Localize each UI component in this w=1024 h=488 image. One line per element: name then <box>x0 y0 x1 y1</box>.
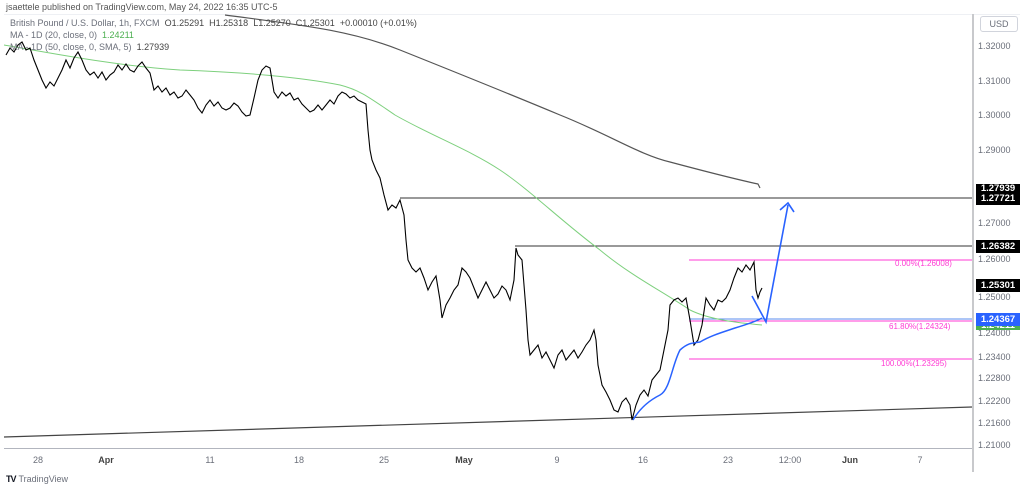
fib-label-618: 61.80%(1.24324) <box>889 322 951 331</box>
tradingview-logo[interactable]: TV TradingView <box>6 474 68 484</box>
price-axis-border <box>972 14 974 472</box>
tradingview-brand: TradingView <box>18 474 69 484</box>
time-tick: 9 <box>554 455 560 465</box>
ma50-line[interactable] <box>224 14 761 189</box>
time-tick: Jun <box>841 455 859 465</box>
time-tick: 18 <box>293 455 305 465</box>
fib-label-0: 0.00%(1.26008) <box>895 259 952 268</box>
time-tick: 16 <box>637 455 649 465</box>
price-tick: 1.29000 <box>978 145 1011 155</box>
price-candles[interactable] <box>5 41 763 421</box>
symbol-name[interactable]: British Pound / U.S. Dollar, 1h, FXCM <box>10 18 160 28</box>
price-tick: 1.25000 <box>978 292 1011 302</box>
level-price-tag-1-27721: 1.27721 <box>976 192 1020 205</box>
ma20-price-tag: 1.24211 <box>976 322 1020 330</box>
price-tick: 1.22200 <box>978 396 1011 406</box>
symbol-row: British Pound / U.S. Dollar, 1h, FXCM O1… <box>10 17 417 29</box>
ma20-line[interactable] <box>3 44 763 326</box>
price-tick: 1.26000 <box>978 254 1011 264</box>
ohlc-open: O1.25291 <box>164 18 205 28</box>
ma50-price-tag: 1.27939 <box>976 184 1020 194</box>
blue-curve[interactable] <box>632 317 763 421</box>
time-tick: 12:00 <box>778 455 802 465</box>
time-axis-border <box>4 448 972 449</box>
level-price-tag-1-26382: 1.26382 <box>976 240 1020 253</box>
projection-arrow-path[interactable] <box>751 204 789 325</box>
ma50-label: MA - 1D (50, close, 0, SMA, 5) <box>10 42 132 52</box>
chart-legend: British Pound / U.S. Dollar, 1h, FXCM O1… <box>10 17 417 53</box>
tradingview-mark-icon: TV <box>6 474 16 484</box>
currency-badge[interactable]: USD <box>980 16 1018 32</box>
ohlc-high: H1.25318 <box>209 18 249 28</box>
price-tick: 1.21000 <box>978 440 1011 450</box>
chart-pane[interactable] <box>4 14 1020 463</box>
arrow-head-icon <box>779 201 795 213</box>
blue-line-price-tag: 1.24367 <box>976 313 1020 326</box>
time-tick: 23 <box>722 455 734 465</box>
ohlc-low: L1.25270 <box>253 18 291 28</box>
ohlc-close: C1.25301 <box>295 18 335 28</box>
price-tick: 1.21600 <box>978 418 1011 428</box>
ma50-value: 1.27939 <box>136 42 170 52</box>
price-tick: 1.23400 <box>978 352 1011 362</box>
last-price-tag: 1.25301 <box>976 279 1020 292</box>
time-tick: 7 <box>917 455 923 465</box>
price-tick: 1.32000 <box>978 41 1011 51</box>
time-tick: May <box>455 455 473 465</box>
time-tick: 25 <box>378 455 390 465</box>
price-tick: 1.30000 <box>978 110 1011 120</box>
time-tick: 11 <box>205 455 215 465</box>
rising-trendline[interactable] <box>3 406 973 438</box>
price-tick: 1.31000 <box>978 76 1011 86</box>
price-tick: 1.22800 <box>978 373 1011 383</box>
ma20-label: MA - 1D (20, close, 0) <box>10 30 98 40</box>
ma20-row[interactable]: MA - 1D (20, close, 0) 1.24211 <box>10 29 417 41</box>
time-tick: Apr <box>98 455 114 465</box>
price-tick: 1.27000 <box>978 218 1011 228</box>
ma50-row[interactable]: MA - 1D (50, close, 0, SMA, 5) 1.27939 <box>10 41 417 53</box>
time-tick: 28 <box>32 455 44 465</box>
price-change: +0.00010 (+0.01%) <box>339 18 417 28</box>
ma20-value: 1.24211 <box>102 30 134 40</box>
price-tick: 1.24000 <box>978 328 1011 338</box>
fib-label-100: 100.00%(1.23295) <box>881 359 947 368</box>
published-info: jsaettele published on TradingView.com, … <box>6 2 278 12</box>
